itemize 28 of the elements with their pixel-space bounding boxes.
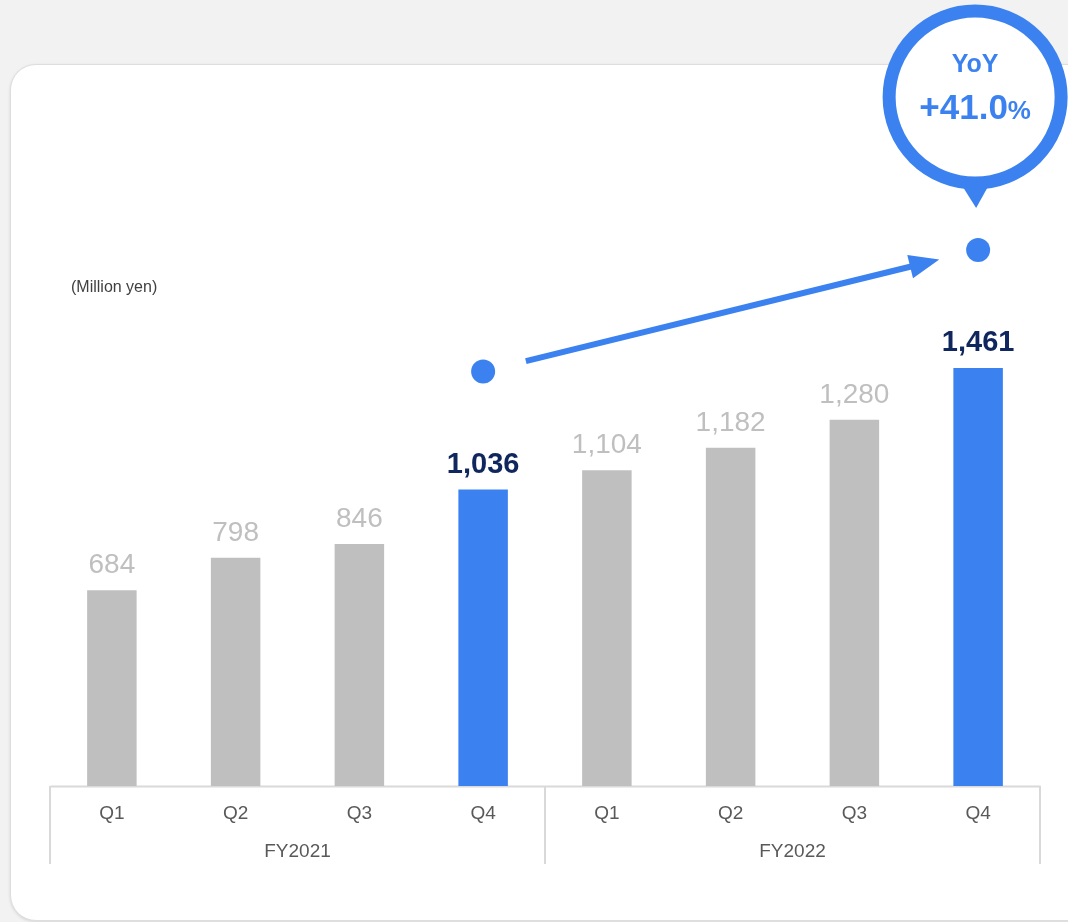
bar <box>953 368 1003 786</box>
bar <box>87 590 137 786</box>
data-label: 1,461 <box>941 325 1015 357</box>
data-label: 1,036 <box>446 446 520 479</box>
x-tick-label: Q4 <box>965 801 992 823</box>
x-tick-label: Q1 <box>99 801 125 823</box>
x-tick-label: Q1 <box>594 801 620 823</box>
text: YoY +41.0% <box>919 49 1031 126</box>
data-label: 1,182 <box>695 405 766 437</box>
bar <box>582 470 632 786</box>
bar <box>458 489 508 786</box>
bar <box>705 447 756 786</box>
y-axis-title: (Million yen) <box>71 278 158 295</box>
data-label: 684 <box>88 548 136 580</box>
x-tick-label: Q2 <box>222 801 249 823</box>
data-label: 846 <box>336 501 383 533</box>
bar <box>334 543 385 786</box>
data-label: 1,104 <box>571 428 642 460</box>
text: FY2021 <box>264 840 331 861</box>
x-tick-label: Q2 <box>717 801 744 823</box>
data-label: 1,280 <box>819 377 890 409</box>
bar <box>210 557 261 786</box>
data-label: 798 <box>212 515 259 547</box>
bar <box>829 419 880 786</box>
x-tick-label: Q4 <box>470 801 497 823</box>
x-tick-label: Q3 <box>841 801 868 823</box>
x-tick-label: Q3 <box>346 801 373 823</box>
text: FY2022 <box>759 840 826 861</box>
